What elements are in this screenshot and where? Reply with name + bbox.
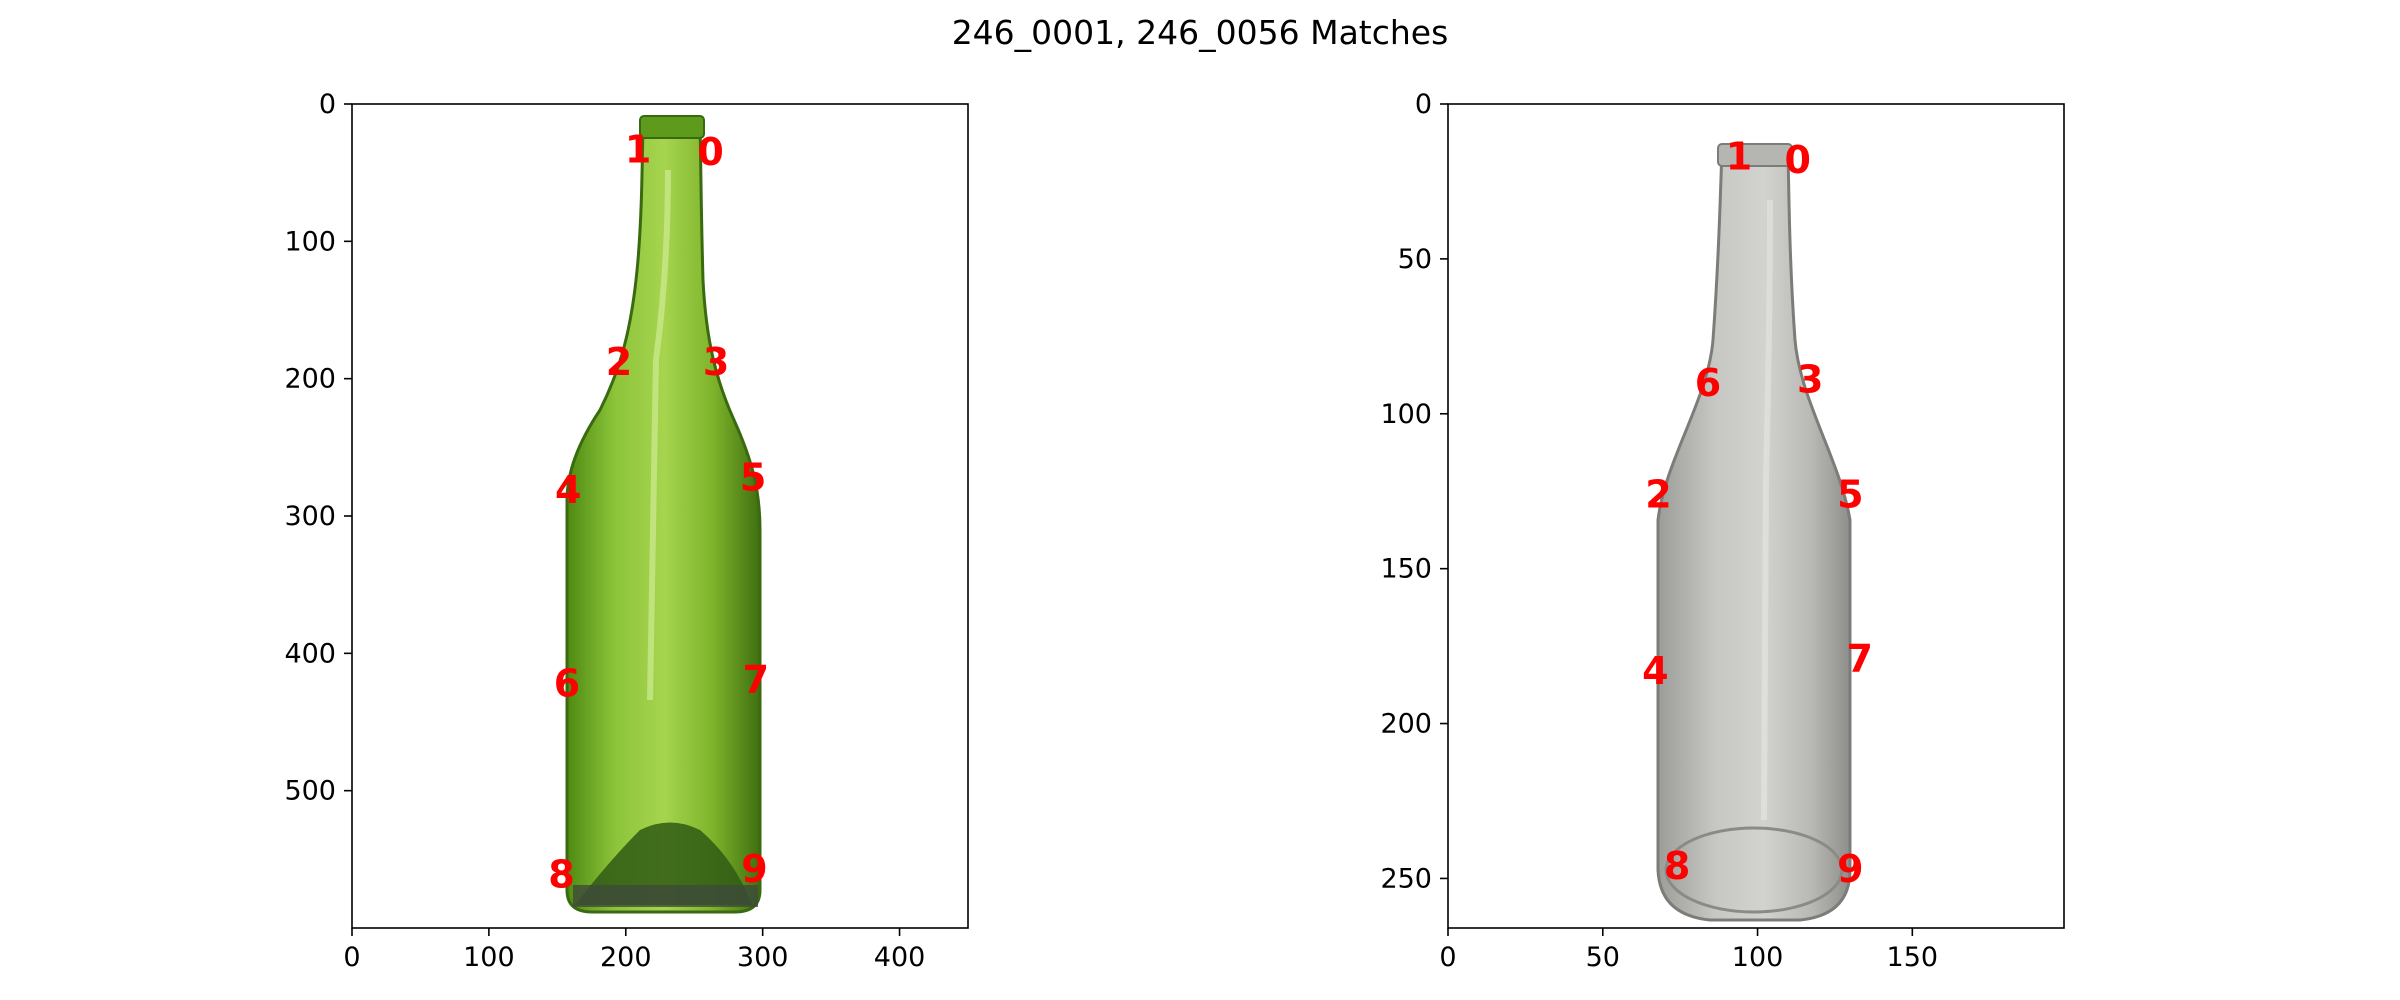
right-axes-frame	[1447, 103, 2065, 929]
left-keypoint-5: 5	[740, 456, 766, 500]
left-keypoint-1: 1	[625, 127, 651, 171]
left-ytick-label-4: 400	[284, 638, 336, 669]
right-keypoint-4: 4	[1642, 649, 1668, 693]
left-keypoints: 0 1 2 3 4 5 6 7 8 9	[548, 127, 769, 896]
right-keypoint-3: 3	[1797, 358, 1823, 402]
left-panel: 0 100 200 300 400 0 100 200 300 400 500 0 1 2 3 4 5 6 7 8 9	[284, 89, 969, 973]
gray-bottle-image	[1656, 143, 1852, 922]
right-keypoint-8: 8	[1664, 844, 1690, 888]
right-keypoint-1: 1	[1726, 135, 1752, 179]
right-xtick-label-0: 0	[1439, 942, 1456, 973]
left-keypoint-2: 2	[606, 340, 632, 384]
right-ytick-label-1: 50	[1398, 244, 1432, 275]
right-keypoint-6: 6	[1695, 361, 1721, 405]
left-xtick-label-4: 400	[874, 942, 926, 973]
right-keypoint-0: 0	[1785, 138, 1811, 182]
left-keypoint-3: 3	[703, 340, 729, 384]
left-keypoint-0: 0	[697, 130, 723, 174]
left-ytick-label-1: 100	[284, 226, 336, 257]
left-keypoint-6: 6	[554, 662, 580, 706]
left-keypoint-4: 4	[555, 468, 581, 512]
left-ytick-label-5: 500	[284, 776, 336, 807]
right-ytick-label-3: 150	[1380, 554, 1432, 585]
left-keypoint-8: 8	[548, 852, 574, 896]
right-keypoint-9: 9	[1837, 847, 1863, 891]
green-bottle-image	[565, 115, 762, 914]
left-ytick-label-2: 200	[284, 364, 336, 395]
right-xtick-label-1: 50	[1586, 942, 1620, 973]
right-ytick-label-2: 100	[1380, 399, 1432, 430]
left-ytick-label-0: 0	[319, 89, 336, 120]
left-ytick-label-3: 300	[284, 501, 336, 532]
right-xtick-label-3: 150	[1887, 942, 1939, 973]
left-xtick-label-1: 100	[463, 942, 515, 973]
right-xtick-label-2: 100	[1732, 942, 1784, 973]
right-ytick-label-4: 200	[1380, 709, 1432, 740]
right-ytick-label-5: 250	[1380, 863, 1432, 894]
right-keypoints: 01 2 3 4 5 6 7 8 9	[1642, 135, 1873, 891]
right-keypoint-7: 7	[1846, 636, 1872, 680]
left-xtick-label-0: 0	[343, 942, 360, 973]
left-axes: 0 100 200 300 400 0 100 200 300 400 500	[284, 89, 925, 973]
figure-title: 246_0001, 246_0056 Matches	[952, 13, 1449, 52]
left-keypoint-7: 7	[743, 657, 769, 701]
right-ytick-label-0: 0	[1415, 89, 1432, 120]
right-keypoint-2: 2	[1645, 472, 1671, 516]
left-keypoint-9: 9	[741, 847, 767, 891]
left-xtick-label-2: 200	[600, 942, 652, 973]
right-keypoint-5: 5	[1837, 472, 1863, 516]
left-xtick-label-3: 300	[737, 942, 789, 973]
